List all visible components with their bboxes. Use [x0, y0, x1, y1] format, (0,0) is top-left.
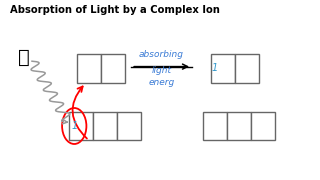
Bar — [203, 112, 227, 140]
Text: absorbing: absorbing — [139, 50, 184, 59]
Bar — [235, 54, 259, 83]
Bar — [211, 54, 235, 83]
Bar — [101, 54, 125, 83]
Text: 💡: 💡 — [18, 48, 30, 67]
Bar — [227, 112, 251, 140]
Text: Absorption of Light by a Complex Ion: Absorption of Light by a Complex Ion — [10, 5, 220, 15]
Bar — [93, 112, 117, 140]
FancyArrowPatch shape — [73, 86, 87, 139]
Bar — [77, 54, 101, 83]
Text: 1: 1 — [212, 63, 218, 73]
Text: 1: 1 — [71, 121, 77, 131]
Bar — [117, 112, 141, 140]
Bar — [251, 112, 275, 140]
Bar — [69, 112, 93, 140]
Text: energ: energ — [148, 78, 175, 87]
Text: light: light — [152, 66, 172, 75]
